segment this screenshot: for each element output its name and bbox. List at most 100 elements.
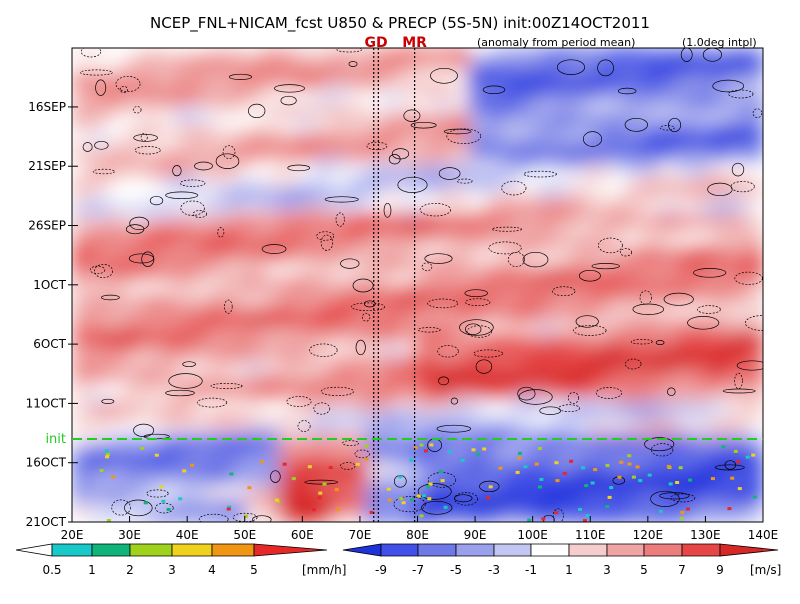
anomaly-cell: [728, 403, 747, 413]
precip-cell: [569, 459, 574, 463]
anomaly-cell: [659, 87, 678, 97]
anomaly-cell: [728, 269, 747, 279]
anomaly-cell: [141, 48, 160, 57]
anomaly-cell: [503, 237, 523, 247]
anomaly-cell: [158, 332, 177, 342]
anomaly-cell: [382, 332, 402, 342]
anomaly-cell: [365, 55, 384, 65]
anomaly-cell: [262, 103, 281, 113]
anomaly-cell: [262, 482, 281, 492]
anomaly-cell: [693, 103, 713, 113]
anomaly-cell: [158, 182, 177, 192]
x-tick-label: 80E: [406, 528, 429, 542]
anomaly-cell: [452, 127, 471, 136]
anomaly-cell: [72, 498, 91, 508]
anomaly-cell: [486, 450, 505, 460]
anomaly-cell: [106, 285, 125, 294]
anomaly-cell: [210, 63, 229, 73]
anomaly-cell: [486, 474, 505, 484]
anomaly-cell: [313, 127, 333, 136]
anomaly-cell: [521, 482, 540, 492]
anomaly-cell: [313, 150, 333, 160]
anomaly-cell: [503, 150, 523, 160]
anomaly-cell: [434, 395, 454, 405]
anomaly-cell: [503, 206, 523, 215]
anomaly-cell: [123, 379, 143, 389]
anomaly-cell: [711, 71, 730, 81]
anomaly-cell: [296, 316, 315, 326]
anomaly-cell: [486, 340, 505, 350]
anomaly-cell: [745, 371, 763, 381]
precip-cell: [638, 479, 643, 483]
anomaly-cell: [72, 490, 91, 500]
anomaly-cell: [538, 292, 557, 302]
precip-colorbar-bin: [51, 543, 93, 557]
anomaly-cell: [728, 387, 747, 397]
anomaly-cell: [72, 174, 91, 184]
anomaly-cell: [89, 514, 108, 522]
anomaly-cell: [469, 103, 488, 113]
anomaly-cell: [745, 261, 763, 271]
anomaly-cell: [262, 48, 281, 57]
contour-line: [491, 226, 522, 232]
anomaly-cell: [538, 482, 557, 492]
contour-line: [728, 89, 754, 99]
anomaly-cell: [659, 277, 678, 286]
anomaly-cell: [123, 371, 143, 381]
anomaly-cell: [400, 379, 419, 389]
anomaly-cell: [434, 379, 454, 389]
anomaly-cell: [642, 348, 661, 358]
anomaly-cell: [141, 466, 160, 476]
precip-cell: [419, 514, 424, 518]
anomaly-cell: [659, 411, 678, 421]
anomaly-cell: [642, 411, 661, 421]
anomaly-cell: [382, 411, 402, 421]
precip-cell: [178, 497, 183, 501]
anomaly-cell: [676, 127, 695, 136]
anomaly-cell: [555, 213, 574, 223]
anomaly-cell: [175, 506, 194, 516]
anomaly-cell: [331, 134, 350, 144]
anomaly-cell: [642, 419, 661, 429]
anomaly-cell: [486, 514, 505, 522]
anomaly-cell: [590, 498, 609, 508]
anomaly-cell: [659, 300, 678, 310]
anomaly-cell: [711, 213, 730, 223]
anomaly-cell: [175, 111, 194, 121]
anomaly-cell: [244, 182, 264, 192]
precip-cell: [745, 455, 750, 459]
anomaly-cell: [382, 111, 402, 121]
anomaly-cell: [89, 150, 108, 160]
anomaly-cell: [210, 435, 229, 444]
anomaly-cell: [141, 206, 160, 215]
anomaly-cell: [417, 332, 436, 342]
anomaly-cell: [434, 182, 454, 192]
wind-colorbar-label: 5: [640, 563, 648, 577]
wind-colorbar-label: -9: [375, 563, 387, 577]
anomaly-cell: [607, 427, 626, 437]
anomaly-cell: [607, 340, 626, 350]
precip-cell: [161, 499, 166, 503]
anomaly-cell: [676, 190, 695, 200]
anomaly-cell: [538, 490, 557, 500]
anomaly-cell: [348, 403, 367, 413]
anomaly-cell: [590, 474, 609, 484]
contour-line: [573, 325, 607, 336]
anomaly-cell: [106, 474, 125, 484]
anomaly-cell: [313, 48, 333, 57]
anomaly-cell: [158, 308, 177, 318]
contour-line: [421, 262, 433, 272]
anomaly-cell: [400, 411, 419, 421]
anomaly-cell: [693, 158, 713, 168]
anomaly-cell: [538, 474, 557, 484]
anomaly-cell: [158, 229, 177, 239]
anomaly-cell: [382, 443, 402, 452]
anomaly-cell: [590, 514, 609, 522]
anomaly-cell: [365, 48, 384, 57]
precip-colorbar-bin: [129, 543, 173, 557]
contour-line: [473, 349, 504, 358]
anomaly-cell: [607, 324, 626, 334]
anomaly-cell: [331, 514, 350, 522]
anomaly-cell: [469, 316, 488, 326]
anomaly-cell: [538, 245, 557, 255]
